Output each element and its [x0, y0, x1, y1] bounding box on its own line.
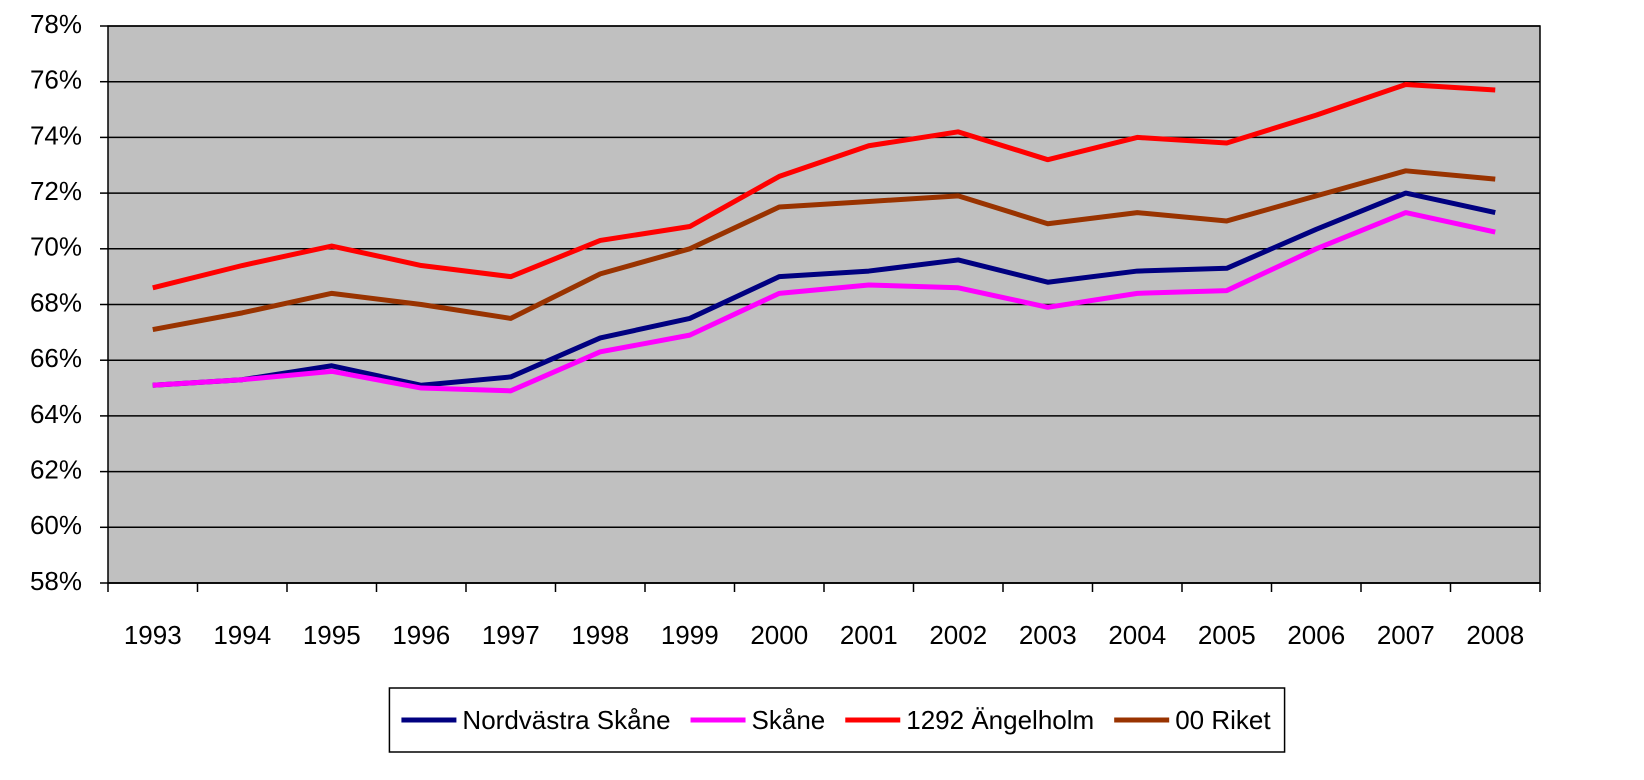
x-tick-label: 2003: [1019, 620, 1077, 650]
x-tick-label: 2005: [1198, 620, 1256, 650]
x-tick-label: 2002: [929, 620, 987, 650]
x-tick-label: 2006: [1287, 620, 1345, 650]
y-tick-label: 66%: [30, 343, 82, 373]
y-tick-label: 74%: [30, 120, 82, 150]
y-tick-label: 78%: [30, 9, 82, 39]
x-tick-label: 2000: [750, 620, 808, 650]
x-tick-label: 2004: [1108, 620, 1166, 650]
x-tick-label: 2008: [1466, 620, 1524, 650]
x-tick-label: 1998: [571, 620, 629, 650]
series-line: [152, 210, 1496, 394]
legend-label: Skåne: [752, 705, 826, 735]
legend-label: Nordvästra Skåne: [462, 705, 670, 735]
y-tick-label: 72%: [30, 176, 82, 206]
x-tick-label: 1994: [213, 620, 271, 650]
legend-label: 1292 Ängelholm: [906, 705, 1094, 735]
series-line: [152, 190, 1496, 388]
series-line: [152, 81, 1496, 291]
x-tick-label: 1995: [303, 620, 361, 650]
y-tick-label: 68%: [30, 287, 82, 317]
y-tick-label: 60%: [30, 510, 82, 540]
x-tick-label: 1996: [392, 620, 450, 650]
x-tick-label: 1997: [482, 620, 540, 650]
x-tick-label: 2007: [1377, 620, 1435, 650]
y-tick-label: 62%: [30, 454, 82, 484]
series-line: [152, 168, 1496, 333]
y-tick-label: 76%: [30, 65, 82, 95]
y-tick-label: 64%: [30, 399, 82, 429]
x-tick-label: 2001: [840, 620, 898, 650]
y-tick-label: 58%: [30, 566, 82, 596]
x-tick-label: 1999: [661, 620, 719, 650]
y-tick-label: 70%: [30, 232, 82, 262]
x-tick-label: 1993: [124, 620, 182, 650]
legend-label: 00 Riket: [1175, 705, 1271, 735]
